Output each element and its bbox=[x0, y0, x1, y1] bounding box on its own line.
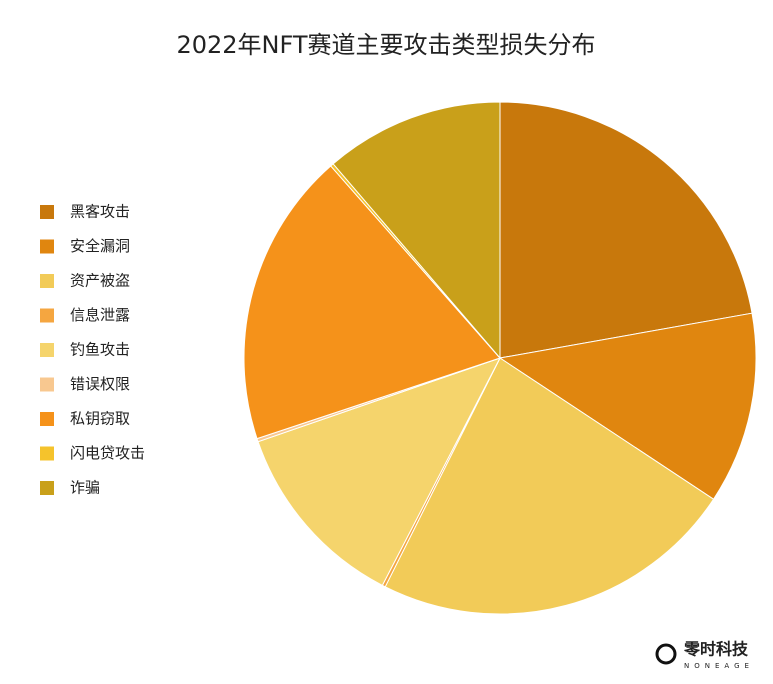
watermark-name: 零时科技 bbox=[683, 640, 749, 659]
pie-slice bbox=[332, 101, 501, 360]
legend-label: 黑客攻击 bbox=[70, 203, 130, 221]
legend-swatch bbox=[40, 205, 54, 219]
pie-slice bbox=[498, 312, 757, 500]
legend-label: 错误权限 bbox=[70, 375, 130, 393]
legend-swatch bbox=[40, 377, 54, 392]
legend-label: 信息泄露 bbox=[70, 306, 130, 324]
legend-label: 诈骗 bbox=[70, 479, 100, 497]
watermark-sub: NONEAGE bbox=[684, 662, 754, 670]
legend-swatch bbox=[40, 343, 54, 357]
pie-slice bbox=[257, 357, 502, 587]
legend-swatch bbox=[40, 274, 54, 288]
legend-swatch bbox=[40, 481, 54, 495]
legend-swatch bbox=[40, 446, 54, 461]
legend-swatch bbox=[40, 239, 54, 254]
legend-swatch bbox=[40, 308, 54, 323]
pie-slice bbox=[384, 357, 715, 615]
pie-slice bbox=[243, 165, 501, 440]
chart-title: 2022年NFT赛道主要攻击类型损失分布 bbox=[176, 31, 595, 59]
legend-label: 私钥窃取 bbox=[70, 410, 130, 428]
legend-label: 安全漏洞 bbox=[70, 237, 130, 255]
legend-label: 闪电贷攻击 bbox=[70, 444, 145, 462]
legend-label: 钓鱼攻击 bbox=[70, 341, 130, 359]
legend-swatch bbox=[40, 412, 54, 426]
legend-label: 资产被盗 bbox=[70, 272, 130, 290]
watermark-logo bbox=[655, 643, 677, 665]
pie-slice bbox=[499, 101, 753, 359]
watermark: 零时科技 NONEAGE bbox=[655, 640, 754, 670]
